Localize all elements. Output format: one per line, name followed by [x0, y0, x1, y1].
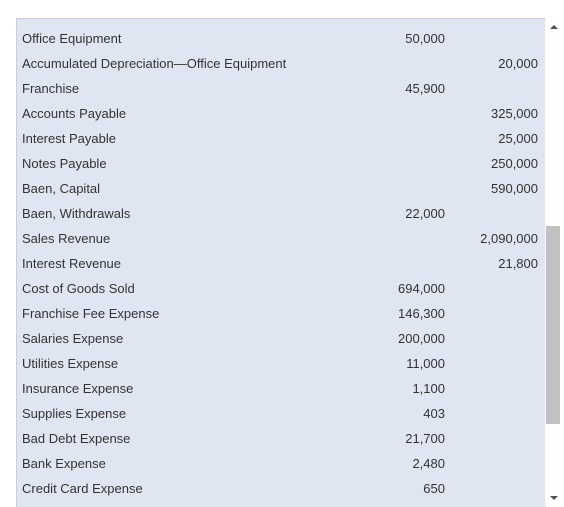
- account-name: Accumulated Depreciation—Office Equipmen…: [22, 56, 287, 71]
- debit-amount: 21,700: [405, 431, 445, 446]
- credit-amount: 325,000: [491, 106, 538, 121]
- account-name: Sales Revenue: [22, 231, 111, 246]
- table-row: Accumulated Depreciation—Office Equipmen…: [17, 51, 545, 76]
- table-row: Office Equipment 50,000: [17, 26, 545, 51]
- table-row: Utilities Expense 11,000: [17, 351, 545, 376]
- account-name: Baen, Capital: [22, 181, 101, 196]
- debit-amount: 50,000: [405, 31, 445, 46]
- table-row: Notes Payable 250,000: [17, 151, 545, 176]
- debit-amount: 694,000: [398, 281, 445, 296]
- account-name: Supplies Expense: [22, 406, 127, 421]
- debit-amount: 146,300: [398, 306, 445, 321]
- trial-balance-panel: Office Equipment 50,000 Accumulated Deprec…: [16, 18, 546, 507]
- table-row: Interest Revenue 21,800: [17, 251, 545, 276]
- table-row: Bad Debt Expense 21,700: [17, 426, 545, 451]
- table-row: Interest Payable 25,000: [17, 126, 545, 151]
- debit-amount: 22,000: [405, 206, 445, 221]
- table-row: Baen, Capital 590,000: [17, 176, 545, 201]
- credit-amount: 20,000: [498, 56, 538, 71]
- account-name: Cost of Goods Sold: [22, 281, 135, 296]
- account-name: Bank Expense: [22, 456, 106, 471]
- table-row: Franchise Fee Expense 146,300: [17, 301, 545, 326]
- account-name: Accounts Payable: [22, 106, 127, 121]
- table-row: Bank Expense 2,480: [17, 451, 545, 476]
- table-row: Franchise 45,900: [17, 76, 545, 101]
- table-row: Sales Revenue 2,090,000: [17, 226, 545, 251]
- credit-amount: 590,000: [491, 181, 538, 196]
- debit-amount: 403: [423, 406, 445, 421]
- account-name: Credit Card Expense: [22, 481, 143, 496]
- credit-amount: 2,090,000: [480, 231, 538, 246]
- account-name: Notes Payable: [22, 156, 107, 171]
- credit-amount: 25,000: [498, 131, 538, 146]
- account-name: Utilities Expense: [22, 356, 119, 371]
- chevron-down-icon: [549, 495, 558, 500]
- account-name: Franchise: [22, 81, 80, 96]
- account-name: Office Equipment: [22, 31, 122, 46]
- account-name: Baen, Withdrawals: [22, 206, 131, 221]
- table-row: Supplies Expense 403: [17, 401, 545, 426]
- debit-amount: 2,480: [412, 456, 445, 471]
- account-name: Insurance Expense: [22, 381, 134, 396]
- debit-amount: 1,100: [412, 381, 445, 396]
- table-row: Insurance Expense 1,100: [17, 376, 545, 401]
- account-name: Franchise Fee Expense: [22, 306, 160, 321]
- debit-amount: 200,000: [398, 331, 445, 346]
- account-name: Interest Payable: [22, 131, 116, 146]
- clipped-previous-row: [17, 19, 545, 21]
- table-row: Cost of Goods Sold 694,000: [17, 276, 545, 301]
- table-row: Salaries Expense 200,000: [17, 326, 545, 351]
- scroll-down-button[interactable]: [545, 489, 562, 506]
- table-row: Accounts Payable 325,000: [17, 101, 545, 126]
- chevron-up-icon: [549, 24, 558, 29]
- table-row: Credit Card Expense 650: [17, 476, 545, 501]
- account-name: Salaries Expense: [22, 331, 124, 346]
- debit-amount: 650: [423, 481, 445, 496]
- table-row: Baen, Withdrawals 22,000: [17, 201, 545, 226]
- scrollbar-thumb[interactable]: [546, 226, 560, 424]
- debit-amount: 11,000: [406, 356, 445, 371]
- account-name: Bad Debt Expense: [22, 431, 131, 446]
- debit-amount: 45,900: [405, 81, 445, 96]
- credit-amount: 21,800: [498, 256, 538, 271]
- account-list: Office Equipment 50,000 Accumulated Deprec…: [17, 26, 545, 501]
- account-name: Interest Revenue: [22, 256, 122, 271]
- credit-amount: 250,000: [491, 156, 538, 171]
- scroll-up-button[interactable]: [545, 18, 562, 35]
- vertical-scrollbar[interactable]: [545, 18, 562, 506]
